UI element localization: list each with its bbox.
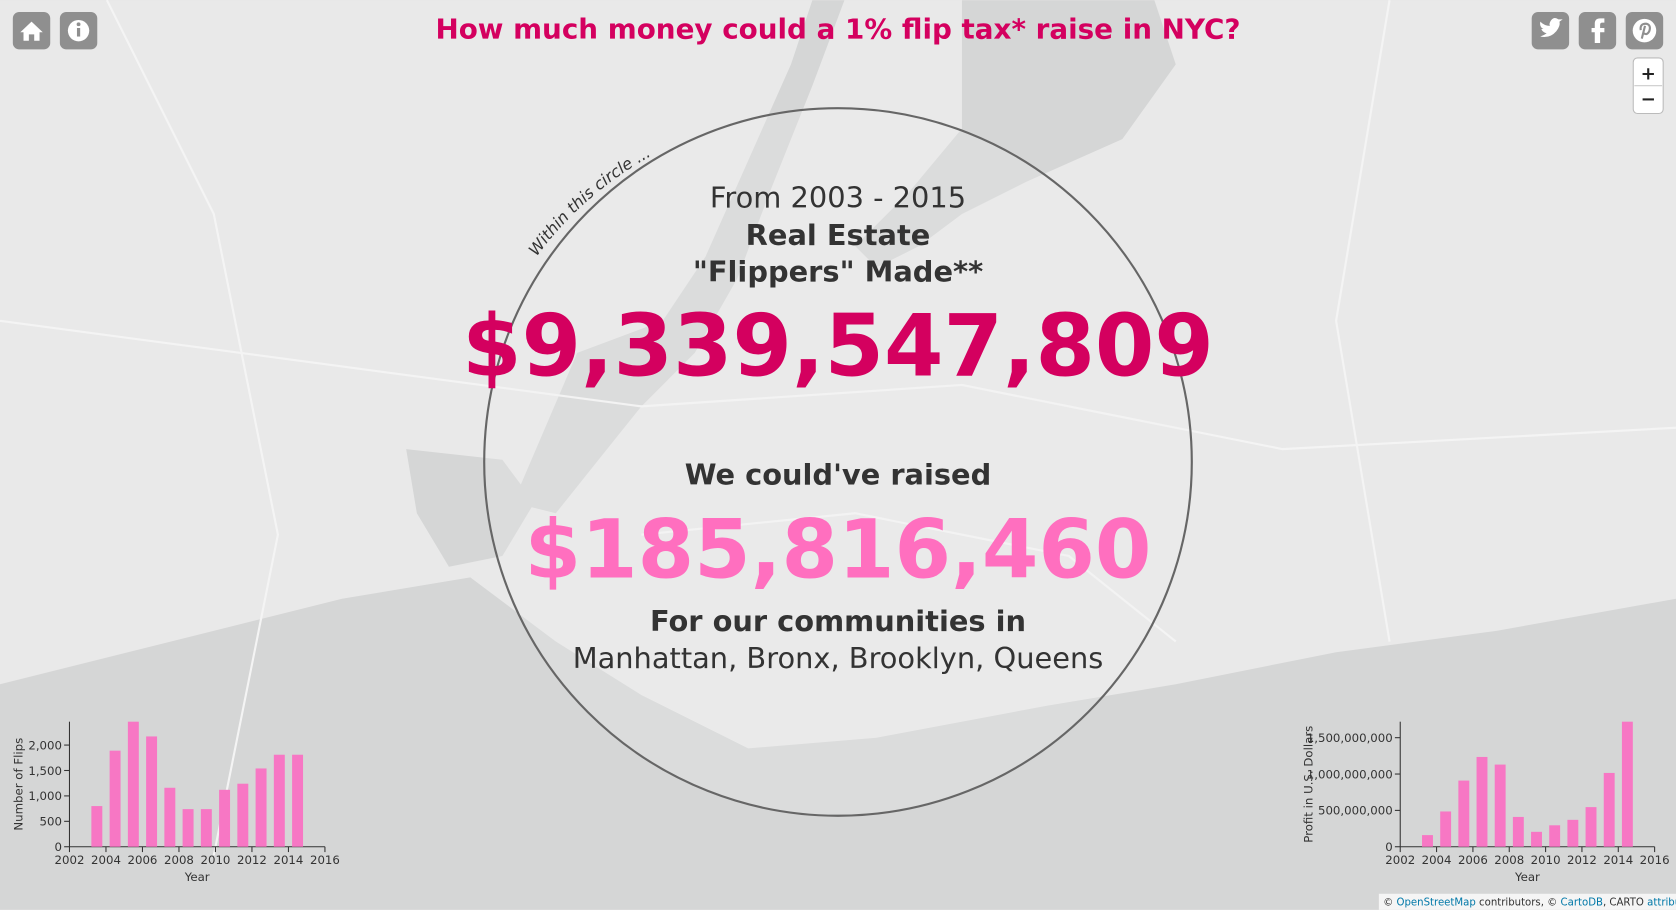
bar [237,783,249,847]
circle-text: From 2003 - 2015 Real Estate "Flippers" … [462,181,1214,676]
y-axis-label: Profit in U.S. Dollars [1302,726,1316,843]
x-axis-label: Year [184,870,210,884]
bar [182,809,194,847]
profit-total: $9,339,547,809 [462,297,1214,396]
attribution-box [1378,893,1676,910]
x-axis-label: Year [1514,870,1540,884]
y-tick-label: 1,000 [28,789,62,803]
bar [1621,721,1633,847]
x-tick-label: 2008 [164,853,194,867]
zoom-control [1632,57,1664,115]
x-tick-label: 2010 [201,853,231,867]
x-tick-label: 2014 [1603,853,1633,867]
bar [1567,819,1579,847]
x-tick-label: 2010 [1531,853,1561,867]
bar [109,750,121,847]
bar [164,787,176,847]
bar [1603,772,1615,847]
x-tick-label: 2004 [1422,853,1452,867]
x-tick-label: 2008 [1494,853,1524,867]
bar [1549,825,1561,847]
communities-label: For our communities in [650,604,1026,638]
bar [200,809,212,847]
period: From 2003 - 2015 [710,181,966,215]
y-axis-label: Number of Flips [11,738,25,831]
y-tick-label: 1,000,000,000 [1307,767,1393,781]
page-title: How much money could a 1% flip tax* rais… [435,13,1240,46]
y-tick-label: 500 [40,815,62,829]
boroughs: Manhattan, Bronx, Brooklyn, Queens [573,641,1104,675]
osm-link[interactable]: OpenStreetMap [1397,898,1476,909]
bar [1512,816,1524,847]
y-tick-label: 1,500,000,000 [1307,731,1393,745]
y-tick-label: 2,000 [28,738,62,752]
x-tick-label: 2016 [1640,853,1670,867]
x-tick-label: 2012 [237,853,267,867]
line1: Real Estate [746,218,931,252]
bar [255,768,267,847]
attr-prefix: © [1383,898,1393,909]
facebook-button[interactable] [1578,11,1617,50]
zoom-out[interactable]: − [1641,89,1656,110]
attribution-link[interactable]: attribution [1647,898,1676,909]
attribution: © OpenStreetMap contributors, © CartoDB,… [1383,898,1676,909]
pinterest-button[interactable] [1625,11,1664,50]
bar [219,789,231,847]
x-tick-label: 2006 [128,853,158,867]
x-tick-label: 2002 [55,853,85,867]
x-tick-label: 2016 [310,853,340,867]
bar [127,721,139,847]
bar [1494,764,1506,847]
carto-link[interactable]: CartoDB [1561,898,1603,909]
info-button[interactable] [59,11,98,50]
home-button[interactable] [12,11,51,50]
y-tick-label: 1,500 [28,764,62,778]
x-tick-label: 2012 [1567,853,1597,867]
x-tick-label: 2002 [1385,853,1415,867]
bar [1422,835,1433,847]
bar [292,754,304,847]
x-tick-label: 2014 [273,853,303,867]
bar [1531,831,1542,847]
raised-total: $185,816,460 [525,503,1152,597]
bar [91,806,103,847]
bar [1476,756,1488,847]
map-roads [0,0,1676,856]
twitter-button[interactable] [1531,11,1570,50]
focus-circle [483,107,1193,817]
line2: "Flippers" Made** [693,254,983,288]
bar [273,754,285,847]
bar [1585,807,1597,847]
raised-label: We could've raised [685,457,992,491]
x-tick-label: 2006 [1458,853,1488,867]
x-tick-label: 2004 [91,853,121,867]
attr-mid: contributors, © [1479,898,1557,909]
bar [1440,811,1452,847]
y-tick-label: 0 [1385,840,1392,854]
attr-carto: , CARTO [1603,898,1644,909]
bar [146,736,158,847]
zoom-in[interactable]: + [1641,63,1656,84]
y-tick-label: 500,000,000 [1318,804,1393,818]
bar [1458,780,1470,847]
y-tick-label: 0 [55,840,62,854]
